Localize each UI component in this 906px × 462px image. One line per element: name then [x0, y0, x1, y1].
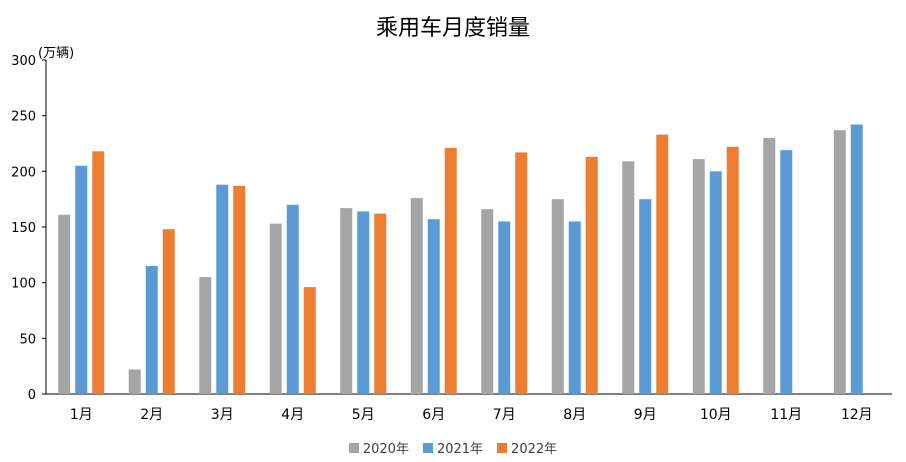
bar-2020年-11月: [763, 137, 776, 394]
legend-swatch: [497, 442, 508, 453]
legend-label: 2022年: [511, 442, 558, 457]
legend-label: 2021年: [436, 442, 484, 457]
bar-2022年-8月: [585, 156, 598, 394]
bar-2021年-9月: [639, 199, 652, 394]
y-tick-label: 150: [11, 221, 36, 236]
x-tick-label: 2月: [140, 407, 163, 423]
bar-2022年-9月: [656, 134, 669, 395]
legend-label: 2020年: [362, 442, 409, 457]
bar-2020年-6月: [410, 198, 423, 394]
bar-2021年-3月: [216, 184, 229, 394]
x-tick-label: 9月: [634, 407, 657, 423]
x-tick-label: 5月: [352, 407, 375, 423]
y-axis-unit-label: (万辆): [38, 46, 75, 61]
y-tick-label: 50: [19, 332, 36, 347]
bar-2021年-10月: [709, 171, 722, 394]
bar-2021年-4月: [286, 204, 299, 394]
bar-2020年-2月: [128, 369, 141, 394]
y-tick-label: 300: [11, 54, 36, 69]
x-tick-label: 11月: [770, 407, 802, 423]
x-tick-label: 10月: [700, 407, 732, 423]
legend-swatch: [348, 442, 359, 453]
x-tick-label: 12月: [841, 407, 873, 423]
y-tick-label: 100: [11, 277, 36, 292]
bar-2020年-5月: [340, 208, 353, 394]
y-tick-label: 0: [28, 388, 36, 403]
legend-swatch: [422, 442, 433, 453]
bar-2021年-2月: [145, 265, 158, 394]
bar-2021年-12月: [850, 124, 863, 394]
bar-2020年-4月: [269, 223, 282, 394]
y-tick-label: 250: [11, 110, 36, 125]
x-tick-label: 1月: [70, 407, 93, 423]
bar-2022年-1月: [92, 151, 105, 394]
bar-2022年-3月: [233, 185, 246, 394]
bar-2021年-6月: [427, 219, 440, 394]
bar-2022年-10月: [726, 146, 739, 394]
x-tick-label: 3月: [211, 407, 234, 423]
legend-item: 2022年: [497, 438, 557, 457]
bar-2022年-5月: [374, 213, 387, 394]
legend-item: 2020年: [348, 438, 409, 457]
bar-2022年-7月: [515, 152, 528, 394]
legend: 2020年 2021年 2022年: [0, 438, 906, 457]
bar-2020年-1月: [58, 214, 71, 394]
bar-2021年-5月: [357, 211, 370, 394]
bar-2020年-3月: [199, 277, 212, 394]
x-tick-label: 6月: [422, 407, 445, 423]
x-tick-label: 8月: [563, 407, 586, 423]
bar-2022年-2月: [162, 229, 175, 394]
bar-2020年-7月: [481, 209, 494, 394]
bar-2021年-11月: [780, 150, 793, 394]
legend-item: 2021年: [422, 438, 484, 457]
bar-2022年-4月: [303, 287, 316, 394]
bar-2021年-8月: [568, 221, 581, 394]
bar-2020年-9月: [622, 161, 635, 394]
x-tick-label: 4月: [281, 407, 304, 423]
bar-2020年-8月: [551, 199, 564, 394]
bar-2021年-1月: [75, 165, 88, 394]
bar-2021年-7月: [498, 221, 511, 394]
x-tick-label: 7月: [493, 407, 516, 423]
bar-2020年-12月: [833, 130, 846, 394]
chart-title: 乘用车月度销量: [375, 16, 530, 41]
bar-2022年-6月: [444, 147, 457, 394]
y-tick-label: 200: [11, 165, 36, 180]
bar-2020年-10月: [692, 159, 705, 394]
